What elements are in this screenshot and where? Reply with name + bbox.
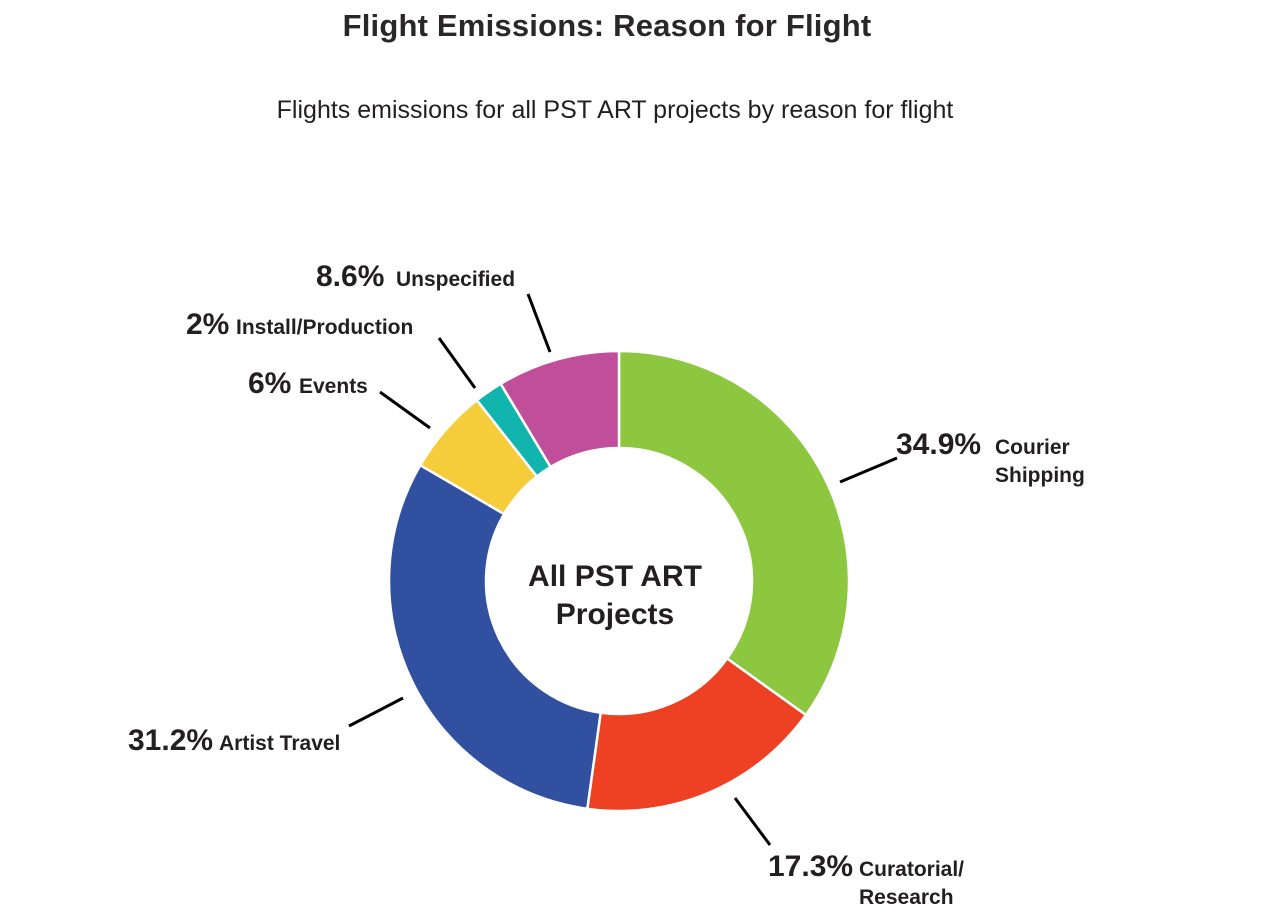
leader-line-events	[379, 390, 431, 430]
segment-courier-shipping	[617, 349, 851, 717]
donut-segments	[387, 349, 851, 813]
label-courier-pct: 34.9%	[896, 428, 981, 461]
segment-artist-travel	[387, 463, 603, 811]
center-label-line1: All PST ART	[528, 560, 702, 593]
leader-line-artist	[348, 696, 404, 728]
label-curatorial-pct: 17.3%	[768, 850, 853, 883]
chart-title: Flight Emissions: Reason for Flight	[342, 8, 872, 43]
leader-line-curatorial	[733, 797, 772, 846]
leader-line-courier	[839, 456, 898, 484]
label-events-pct: 6%	[248, 367, 291, 400]
center-label-line2: Projects	[556, 598, 674, 631]
label-events: 6% Events	[248, 367, 368, 400]
label-curatorial-research: 17.3% Curatorial/ Research	[768, 850, 964, 909]
label-artist-pct: 31.2%	[128, 724, 213, 757]
label-courier-line2: Shipping	[995, 464, 1085, 487]
label-courier-shipping: 34.9% Courier Shipping	[896, 428, 1085, 487]
label-install-pct: 2%	[186, 308, 229, 341]
label-courier-line1: Courier	[995, 436, 1070, 459]
label-unspecified-pct: 8.6%	[316, 260, 384, 293]
label-install-line1: Install/Production	[236, 316, 413, 339]
chart-subtitle: Flights emissions for all PST ART projec…	[276, 96, 954, 124]
label-artist-line1: Artist Travel	[219, 732, 340, 755]
label-curatorial-line1: Curatorial/	[859, 858, 964, 881]
label-install-production: 2% Install/Production	[186, 308, 413, 341]
label-unspecified: 8.6% Unspecified	[316, 260, 515, 293]
leader-lines	[348, 293, 898, 846]
leader-line-install	[437, 337, 477, 389]
label-unspecified-line1: Unspecified	[396, 268, 515, 291]
label-artist-travel: 31.2% Artist Travel	[128, 724, 340, 757]
segment-unspecified	[498, 349, 621, 469]
leader-line-unspecified	[526, 293, 552, 353]
label-events-line1: Events	[299, 375, 368, 398]
label-curatorial-line2: Research	[859, 886, 954, 909]
